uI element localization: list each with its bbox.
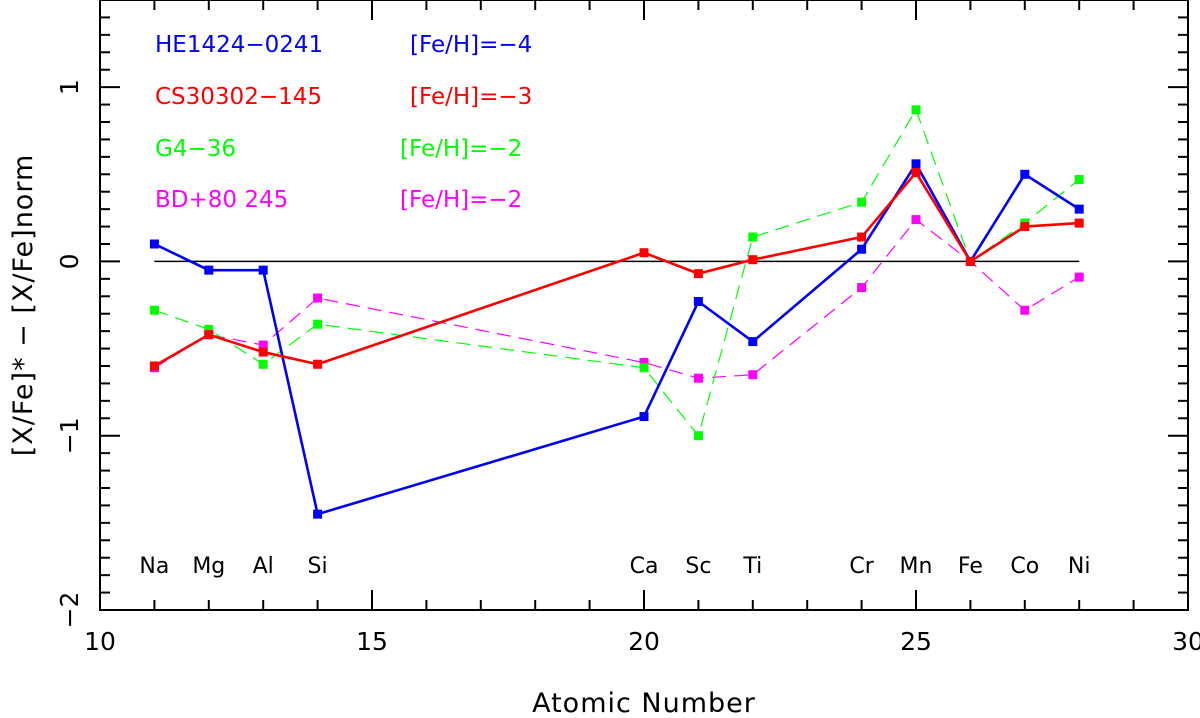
data-point [1074,204,1084,214]
x-tick-label: 30 [1172,627,1200,656]
series-line [154,219,1080,379]
data-point [693,297,703,307]
element-label: Fe [958,554,983,579]
series-line [154,109,1080,437]
data-point [639,412,649,422]
data-point [911,215,921,225]
x-tick-label: 10 [84,627,116,656]
data-point [258,347,268,357]
x-tick-label: 25 [900,627,932,656]
series-line [153,171,1080,368]
element-label: Cr [849,554,874,579]
series-points [149,105,1084,519]
data-point [204,265,214,275]
data-point [149,239,159,249]
y-tick-label: 1 [55,79,84,95]
data-point [965,256,975,266]
data-point [149,361,159,371]
data-point [693,431,703,441]
data-point [204,324,214,334]
element-label: Co [1010,554,1039,579]
data-point [693,373,703,383]
data-point [1074,218,1084,228]
x-tick-label: 20 [628,627,660,656]
x-axis-title: Atomic Number [532,688,756,718]
data-point [857,244,867,254]
data-point [1074,272,1084,282]
data-point [911,159,921,169]
data-point [313,509,323,519]
legend-name: G4−36 [155,136,236,162]
data-point [1020,222,1030,232]
data-point [639,363,649,373]
series-line [153,162,1080,516]
data-point [748,370,758,380]
element-label: Si [308,554,328,579]
legend-name: CS30302−145 [155,84,322,110]
data-point [258,340,268,350]
data-point [258,265,268,275]
data-point [313,293,323,303]
data-point [258,359,268,369]
y-tick-label: −1 [55,417,84,454]
data-point [639,248,649,258]
legend-metallicity: [Fe/H]=−2 [400,187,522,213]
element-label: Ca [630,554,659,579]
data-point [313,319,323,329]
data-point [857,197,867,207]
data-point [1020,305,1030,315]
data-point [1020,169,1030,179]
data-point [857,283,867,293]
data-point [748,232,758,242]
element-label: Al [253,554,274,579]
legend-metallicity: [Fe/H]=−3 [410,84,532,110]
data-point [639,358,649,368]
x-tick-label: 15 [356,627,388,656]
data-point [204,330,214,340]
data-point [313,359,323,369]
data-point [911,105,921,115]
element-label: Sc [685,554,711,579]
y-tick-label: 0 [55,253,84,269]
data-point [149,305,159,315]
legend: HE1424−0241 [Fe/H]=−4 CS30302−145 [Fe/H]=−3… [155,32,532,213]
series-lines [153,109,1080,516]
data-point [857,232,867,242]
data-point [1074,175,1084,185]
element-label: Mg [192,554,225,579]
element-label: Ni [1068,554,1091,579]
axis-ticks: 10 15 20 25 30 −2 −1 0 1 [55,0,1200,656]
data-point [693,269,703,279]
element-label: Na [139,554,169,579]
y-axis-title: [X/Fe]* − [X/Fe]norm [8,154,39,457]
data-point [748,255,758,265]
element-labels: Na Mg Al Si Ca Sc Ti Cr Mn Fe Co Ni [139,554,1090,579]
element-label: Ti [742,554,762,579]
legend-name: BD+80 245 [155,187,288,213]
element-label: Mn [900,554,933,579]
legend-metallicity: [Fe/H]=−2 [400,136,522,162]
legend-name: HE1424−0241 [155,32,323,58]
legend-metallicity: [Fe/H]=−4 [410,32,532,58]
data-point [748,337,758,347]
data-point [911,168,921,178]
y-tick-label: −2 [55,592,84,629]
